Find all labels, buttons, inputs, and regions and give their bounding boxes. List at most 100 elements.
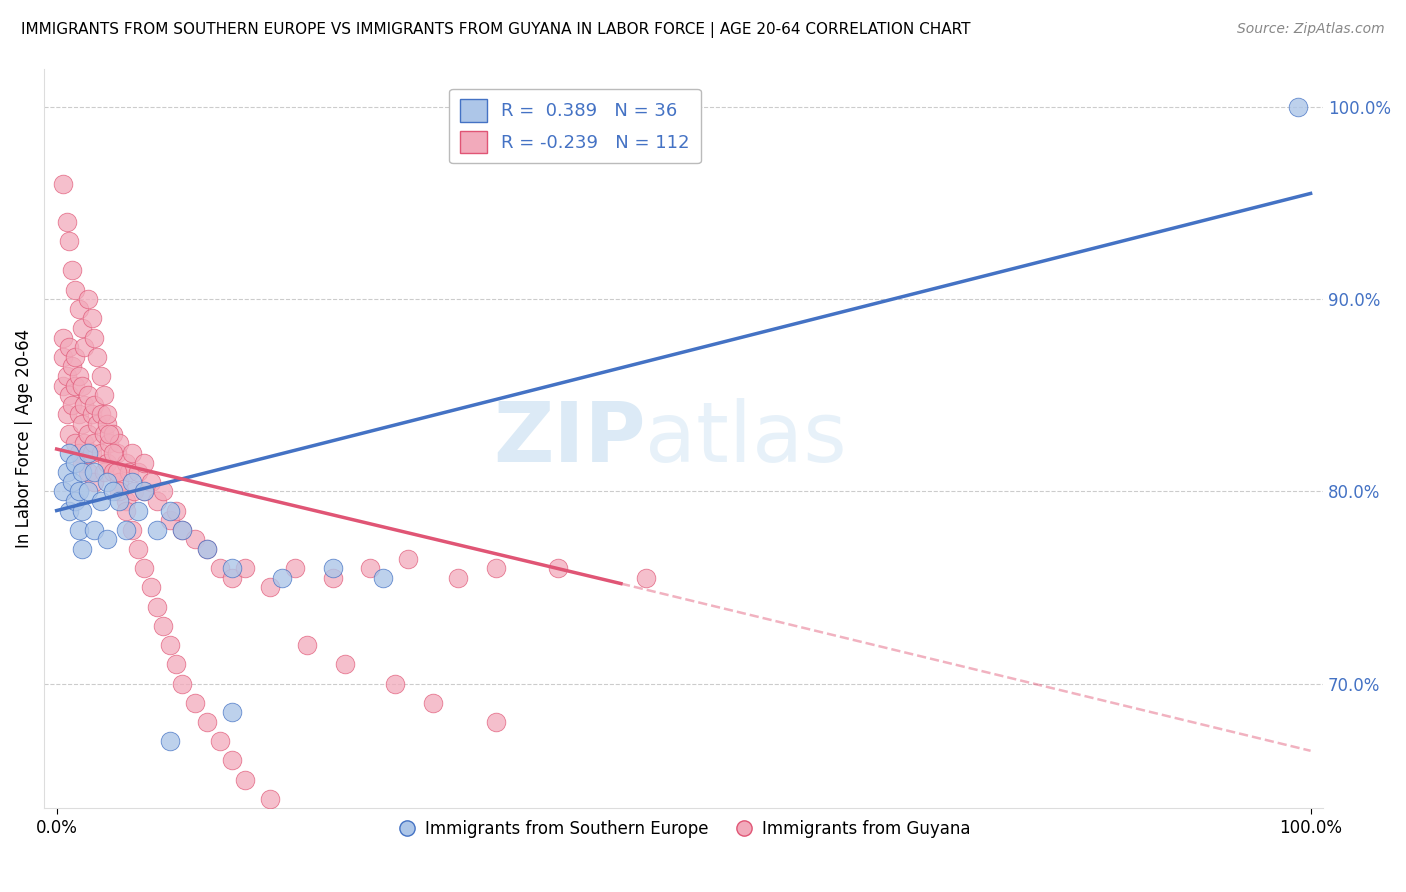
Point — [297, 638, 319, 652]
Point — [80, 408, 103, 422]
Point — [233, 772, 256, 787]
Point — [67, 446, 90, 460]
Point — [77, 292, 100, 306]
Point — [284, 561, 307, 575]
Point — [139, 581, 162, 595]
Point — [108, 475, 131, 489]
Point — [208, 561, 231, 575]
Point — [55, 408, 77, 422]
Point — [108, 436, 131, 450]
Point — [134, 484, 156, 499]
Point — [67, 523, 90, 537]
Point — [1286, 100, 1309, 114]
Point — [55, 215, 77, 229]
Point — [55, 465, 77, 479]
Point — [98, 436, 121, 450]
Point — [634, 571, 657, 585]
Point — [55, 369, 77, 384]
Point — [52, 330, 75, 344]
Point — [233, 561, 256, 575]
Point — [60, 475, 83, 489]
Point — [384, 676, 406, 690]
Point — [52, 350, 75, 364]
Point — [146, 523, 169, 537]
Point — [65, 494, 87, 508]
Point — [134, 456, 156, 470]
Point — [221, 571, 243, 585]
Point — [77, 446, 100, 460]
Point — [127, 541, 149, 556]
Point — [271, 571, 294, 585]
Point — [86, 350, 108, 364]
Point — [83, 475, 105, 489]
Point — [208, 734, 231, 748]
Point — [96, 475, 118, 489]
Point — [73, 340, 96, 354]
Point — [105, 446, 128, 460]
Text: IMMIGRANTS FROM SOUTHERN EUROPE VS IMMIGRANTS FROM GUYANA IN LABOR FORCE | AGE 2: IMMIGRANTS FROM SOUTHERN EUROPE VS IMMIG… — [21, 22, 970, 38]
Point — [114, 523, 136, 537]
Point — [80, 311, 103, 326]
Point — [170, 676, 193, 690]
Point — [58, 235, 80, 249]
Point — [70, 417, 93, 431]
Point — [333, 657, 356, 672]
Point — [183, 533, 205, 547]
Point — [221, 706, 243, 720]
Point — [101, 465, 124, 479]
Point — [105, 465, 128, 479]
Point — [121, 475, 143, 489]
Point — [101, 426, 124, 441]
Point — [70, 456, 93, 470]
Point — [65, 456, 87, 470]
Point — [83, 330, 105, 344]
Point — [146, 599, 169, 614]
Point — [96, 456, 118, 470]
Point — [58, 340, 80, 354]
Point — [93, 465, 115, 479]
Point — [121, 523, 143, 537]
Point — [65, 436, 87, 450]
Point — [96, 533, 118, 547]
Text: Source: ZipAtlas.com: Source: ZipAtlas.com — [1237, 22, 1385, 37]
Point — [93, 426, 115, 441]
Point — [134, 484, 156, 499]
Point — [259, 581, 281, 595]
Point — [52, 177, 75, 191]
Point — [484, 561, 506, 575]
Point — [114, 456, 136, 470]
Point — [77, 426, 100, 441]
Point — [83, 523, 105, 537]
Point — [93, 388, 115, 402]
Point — [83, 436, 105, 450]
Point — [159, 734, 181, 748]
Point — [58, 388, 80, 402]
Point — [58, 446, 80, 460]
Point — [67, 301, 90, 316]
Point — [127, 465, 149, 479]
Point — [52, 484, 75, 499]
Point — [96, 408, 118, 422]
Point — [484, 714, 506, 729]
Point — [90, 369, 112, 384]
Point — [67, 369, 90, 384]
Point — [359, 561, 381, 575]
Point — [83, 465, 105, 479]
Point — [98, 426, 121, 441]
Point — [73, 398, 96, 412]
Point — [195, 714, 218, 729]
Point — [195, 541, 218, 556]
Point — [127, 503, 149, 517]
Point — [86, 417, 108, 431]
Point — [90, 408, 112, 422]
Point — [90, 446, 112, 460]
Point — [77, 465, 100, 479]
Point — [96, 417, 118, 431]
Point — [67, 484, 90, 499]
Point — [159, 638, 181, 652]
Point — [83, 398, 105, 412]
Point — [124, 484, 146, 499]
Point — [70, 503, 93, 517]
Point — [221, 753, 243, 767]
Point — [396, 551, 419, 566]
